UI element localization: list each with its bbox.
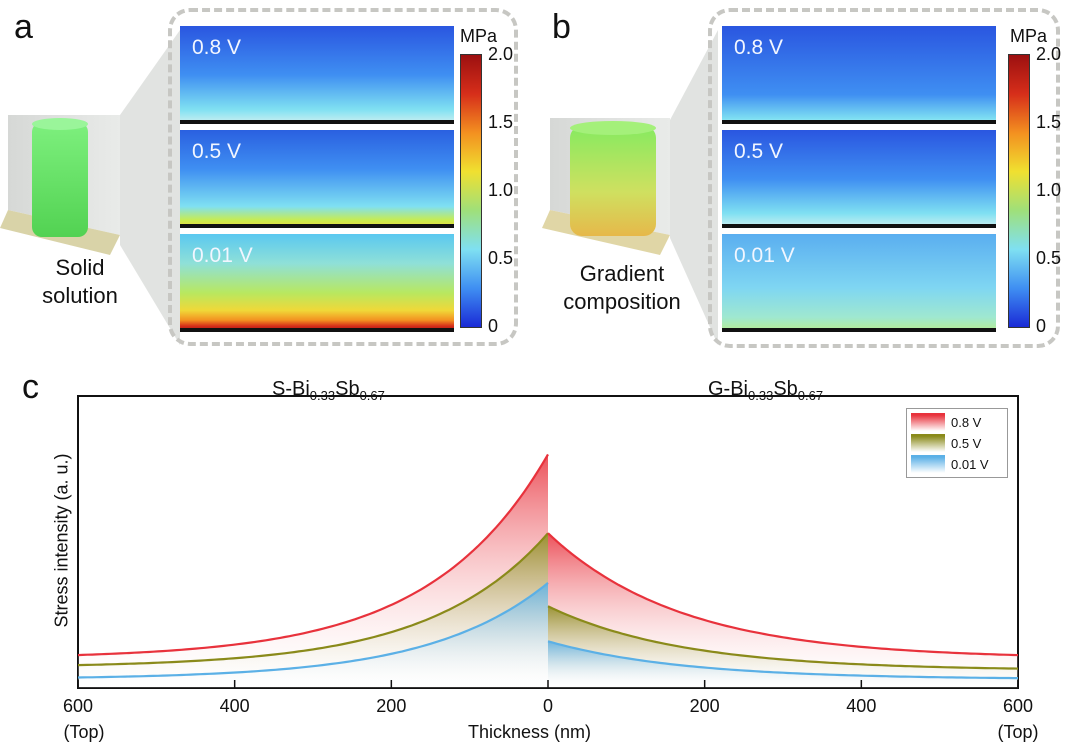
colorbar-a <box>460 54 482 328</box>
chart-legend: 0.8 V 0.5 V 0.01 V <box>906 408 1008 478</box>
stress-map-band: 0.8 V <box>180 26 454 124</box>
stress-map-boundary <box>722 328 996 332</box>
legend-item: 0.8 V <box>911 413 981 431</box>
colorbar-unit-b: MPa <box>1010 26 1048 46</box>
solid-solution-label-line2: solution <box>42 283 118 308</box>
series-line-left <box>77 582 549 679</box>
series-line-left <box>77 532 549 667</box>
stress-map-band: 0.5 V <box>722 130 996 228</box>
stress-map-band: 0.5 V <box>180 130 454 228</box>
colorbar-ticks-a: 2.0 1.5 1.0 0.5 0 <box>470 44 520 336</box>
stress-map-band: 0.01 V <box>180 234 454 332</box>
chart-title-right-base1: G-Bi <box>708 378 748 400</box>
stress-map-voltage-label: 0.5 V <box>734 140 784 163</box>
x-axis-tick-label: 200 <box>689 696 720 716</box>
chart-title-left-base1: S-Bi <box>272 378 310 400</box>
series-line-right <box>547 640 1018 680</box>
solid-solution-stress-maps: 0.8 V 0.5 V 0.01 V <box>180 26 454 332</box>
panel-letter-a: a <box>14 8 33 46</box>
chart-title-right-base2: Sb <box>773 378 798 400</box>
colorbar-tick-label: 1.0 <box>1036 180 1062 200</box>
series-line-right <box>547 532 1019 657</box>
x-end-label-right: (Top) <box>997 722 1039 742</box>
legend-label: 0.01 V <box>951 456 989 472</box>
x-axis-tick-label: 600 <box>62 696 94 716</box>
x-axis-tick-label: 600 <box>1002 696 1034 716</box>
solid-solution-label-line1: Solid <box>55 255 105 280</box>
legend-swatch <box>911 455 945 473</box>
gradient-composition-label-line1: Gradient <box>579 261 665 286</box>
series-line-left <box>77 453 549 657</box>
legend-swatch <box>911 434 945 452</box>
series-area-left <box>78 582 548 688</box>
legend-item: 0.5 V <box>911 434 981 452</box>
colorbar-tick-label: 2.0 <box>488 44 514 64</box>
stress-map-band: 0.8 V <box>722 26 996 124</box>
chart-title-left-base2: Sb <box>335 378 360 400</box>
solid-solution-illustration <box>0 30 180 345</box>
colorbar-tick-label: 1.5 <box>488 112 514 132</box>
colorbar-tick-label: 1.0 <box>488 180 514 200</box>
legend-label: 0.8 V <box>951 414 982 430</box>
gradient-composition-label: Gradient composition <box>542 260 702 316</box>
gradient-composition-stress-frame <box>708 8 1060 348</box>
solid-solution-stress-frame <box>168 8 518 346</box>
stress-map-boundary <box>722 224 996 228</box>
gradient-composition-illustration <box>542 30 718 345</box>
chart-title-right: G-Bi0.33Sb0.67 <box>708 378 823 403</box>
panel-letter-c: c <box>22 368 39 406</box>
x-axis-tick-label: 0 <box>542 696 553 716</box>
series-line-right <box>547 605 1019 670</box>
colorbar-ticks-b: 2.0 1.5 1.0 0.5 0 <box>1018 44 1068 336</box>
x-axis-tick-label: 200 <box>376 696 407 716</box>
colorbar-tick-label: 1.5 <box>1036 112 1062 132</box>
stress-map-boundary <box>180 224 454 228</box>
colorbar-b <box>1008 54 1030 328</box>
stress-map-voltage-label: 0.01 V <box>734 244 795 267</box>
stress-map-boundary <box>180 328 454 332</box>
x-axis-label: Thickness (nm) <box>468 722 592 742</box>
x-axis-tick-label: 400 <box>846 696 877 716</box>
series-area-right <box>548 641 1018 688</box>
colorbar-tick-label: 0 <box>488 316 499 336</box>
colorbar-tick-label: 2.0 <box>1036 44 1062 64</box>
x-end-label-left: (Top) <box>63 722 105 742</box>
stress-map-band: 0.01 V <box>722 234 996 332</box>
gradient-composition-label-line2: composition <box>563 289 681 314</box>
solid-solution-label: Solid solution <box>10 254 150 310</box>
stress-map-voltage-label: 0.01 V <box>192 244 253 267</box>
legend-item: 0.01 V <box>911 455 989 473</box>
colorbar-tick-label: 0 <box>1036 316 1047 336</box>
legend-swatch <box>911 413 945 431</box>
stress-map-boundary <box>180 120 454 124</box>
gradient-composition-stress-maps: 0.8 V 0.5 V 0.01 V <box>722 26 996 332</box>
colorbar-tick-label: 0.5 <box>1036 248 1062 268</box>
colorbar-tick-label: 0.5 <box>488 248 514 268</box>
stress-map-boundary <box>722 120 996 124</box>
stress-map-voltage-label: 0.8 V <box>734 36 784 59</box>
panel-letter-b: b <box>552 8 571 46</box>
x-axis-tick-label: 400 <box>219 696 250 716</box>
stress-map-voltage-label: 0.8 V <box>192 36 242 59</box>
colorbar-unit-a: MPa <box>460 26 498 46</box>
legend-label: 0.5 V <box>951 435 982 451</box>
stress-map-voltage-label: 0.5 V <box>192 140 242 163</box>
